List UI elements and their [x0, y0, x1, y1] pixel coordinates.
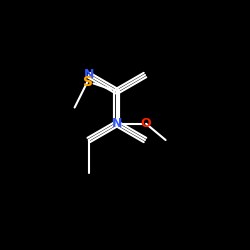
Text: O: O: [141, 117, 152, 130]
Text: N: N: [84, 68, 94, 82]
Text: S: S: [82, 74, 92, 88]
Text: N: N: [112, 117, 122, 130]
